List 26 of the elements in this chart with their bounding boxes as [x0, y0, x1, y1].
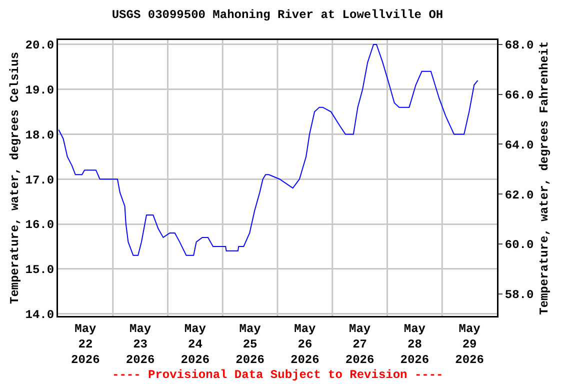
y2-tick-label: 58.0: [504, 288, 534, 302]
x-tick-label: May 22 2026: [71, 322, 100, 368]
y2-tick-label: 60.0: [504, 238, 534, 252]
y-tick-label: 19.0: [25, 84, 54, 98]
y-tick-label: 16.0: [25, 218, 54, 232]
x-tick-label: May 27 2026: [345, 322, 374, 368]
text: ---- Provisional Data Subject to Revision ----: [112, 368, 444, 382]
x-tick-label: May 25 2026: [236, 322, 264, 368]
x-tick-label: May 29 2026: [455, 322, 484, 368]
line-series: [58, 44, 478, 256]
x-tick-label: May 24 2026: [180, 322, 210, 368]
chart-title: USGS 03099500 Mahoning River at Lowellville OH: [112, 8, 444, 22]
y2-tick-label: 68.0: [504, 38, 534, 53]
y-axis-title: Temperature, water, degrees Celsius: [8, 52, 22, 304]
x-tick-label: May 23 2026: [126, 322, 155, 368]
y-tick-label: 15.0: [25, 263, 54, 278]
y2-axis-title: Temperature, water, degrees Fahrenheit: [537, 41, 552, 315]
y-tick-label: 17.0: [25, 173, 54, 188]
y2-tick-label: 62.0: [504, 188, 534, 202]
y2-tick-label: 64.0: [504, 138, 534, 152]
y-tick-label: 18.0: [25, 128, 54, 142]
y-tick-label: 20.0: [25, 38, 54, 53]
y-tick-label: 14.0: [25, 308, 54, 322]
x-tick-label: May 26 2026: [290, 322, 320, 368]
y2-tick-label: 66.0: [504, 88, 534, 103]
x-tick-label: May 28 2026: [400, 322, 430, 368]
